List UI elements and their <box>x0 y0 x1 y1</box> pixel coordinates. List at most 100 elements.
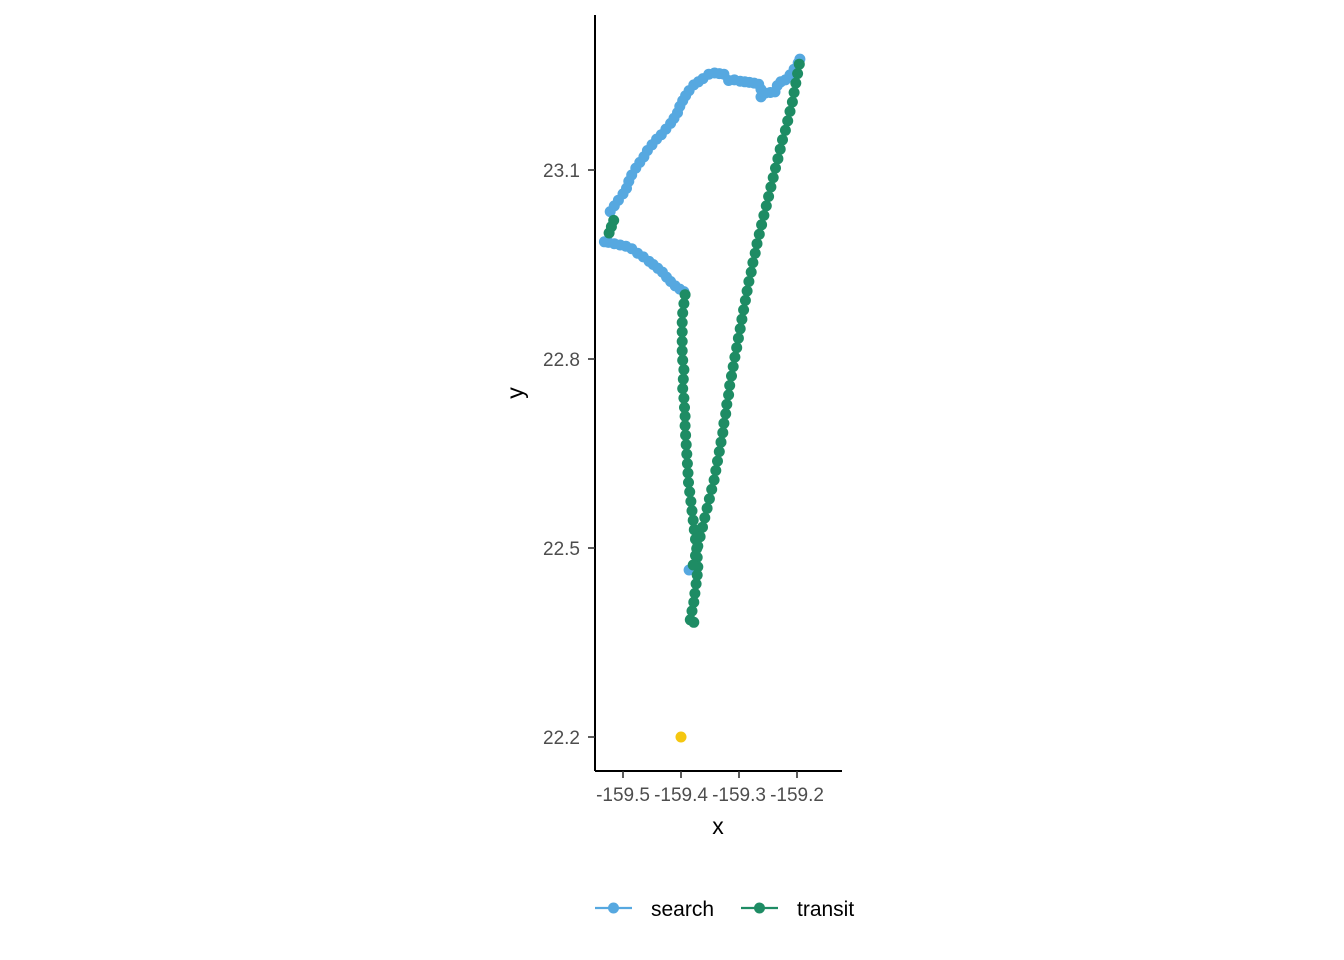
transit-point <box>727 361 739 373</box>
transit-point <box>701 502 713 514</box>
transit-point <box>676 326 688 338</box>
transit-point <box>790 77 802 89</box>
transit-point <box>760 200 772 212</box>
transit-point <box>682 467 694 479</box>
transit-point <box>763 191 775 202</box>
transit-point <box>756 219 768 231</box>
transit-point <box>753 228 765 240</box>
transit-point <box>724 380 736 391</box>
x-tick-label: -159.5 <box>596 785 650 806</box>
transit-point <box>765 181 777 193</box>
transit-point <box>772 153 784 165</box>
transit-point <box>706 483 718 495</box>
data-points <box>598 53 806 743</box>
transit-point <box>721 398 733 410</box>
transit-point <box>713 446 725 458</box>
transit-point <box>680 439 692 451</box>
transit-point <box>676 345 688 357</box>
transit-point <box>684 486 696 498</box>
transit-point <box>779 124 791 136</box>
transit-point <box>679 402 690 413</box>
transit-point <box>690 578 702 590</box>
transit-point <box>717 427 729 439</box>
y-tick-label: 22.8 <box>543 350 580 371</box>
transit-point <box>677 354 689 366</box>
legend-key-search-point <box>608 902 619 914</box>
transit-point <box>677 383 689 395</box>
transit-point <box>679 410 691 422</box>
transit-point <box>699 512 711 524</box>
transit-point <box>723 389 735 401</box>
transit-point <box>767 172 779 184</box>
legend-item-search: search <box>595 898 714 921</box>
transit-point <box>679 420 691 432</box>
transit-point <box>680 429 692 441</box>
transit-point <box>793 58 805 70</box>
y-tick-label: 22.5 <box>543 539 580 560</box>
transit-point <box>758 209 770 221</box>
transit-point <box>792 68 804 80</box>
transit-point <box>718 417 730 429</box>
transit-point <box>678 364 690 376</box>
transit-point <box>731 342 743 354</box>
x-axis-title: x <box>712 813 724 839</box>
transit-point <box>734 323 746 335</box>
transit-point <box>788 87 800 98</box>
transit-point <box>676 317 688 328</box>
transit-point <box>784 105 796 117</box>
transit-point <box>751 238 763 250</box>
x-tick-label: -159.2 <box>770 785 824 806</box>
transit-point <box>749 247 761 259</box>
transit-point <box>678 298 690 310</box>
y-tick-label: 22.2 <box>543 728 580 749</box>
transit-point <box>736 313 748 325</box>
transit-point <box>774 143 786 155</box>
transit-point <box>743 276 755 287</box>
transit-point <box>681 458 693 470</box>
transit-point <box>676 335 688 347</box>
highlight-point <box>675 731 687 743</box>
transit-point <box>681 448 693 460</box>
transit-point <box>715 436 727 448</box>
y-tick-label: 23.1 <box>543 161 580 182</box>
transit-point <box>687 559 699 571</box>
transit-point <box>688 616 700 628</box>
axis-ticks: -159.5 -159.4 -159.3 -159.2 22.2 22.5 22.8 23.1 <box>543 161 824 806</box>
transit-point <box>770 162 781 174</box>
transit-point <box>687 514 699 526</box>
transit-point <box>608 214 620 226</box>
transit-point <box>782 115 794 127</box>
transit-point <box>703 493 715 505</box>
legend-label-transit: transit <box>797 898 854 921</box>
transit-point <box>686 505 698 517</box>
transit-point <box>677 307 689 319</box>
transit-point <box>692 540 704 552</box>
x-tick-label: -159.4 <box>654 785 708 806</box>
transit-point <box>786 96 798 108</box>
transit-point <box>697 521 708 533</box>
transit-point <box>747 257 759 269</box>
transit-point <box>732 332 744 344</box>
transit-point <box>739 294 751 306</box>
transit-point <box>689 587 701 599</box>
transit-point <box>729 351 741 363</box>
transit-point <box>685 495 697 507</box>
transit-point <box>678 392 690 404</box>
transit-point <box>777 134 788 146</box>
transit-point <box>690 550 701 562</box>
transit-point <box>688 596 700 608</box>
transit-point <box>691 569 703 581</box>
legend-item-transit: transit <box>741 898 854 921</box>
transit-point <box>720 408 732 420</box>
legend-label-search: search <box>651 898 714 921</box>
x-tick-label: -159.3 <box>712 785 766 806</box>
transit-point <box>726 370 737 382</box>
legend-key-transit-point <box>754 902 765 914</box>
transit-point <box>708 474 720 486</box>
legend: search transit <box>595 898 854 921</box>
transit-point <box>679 289 691 301</box>
transit-point <box>677 373 689 385</box>
y-axis-title: y <box>502 387 528 399</box>
transit-point <box>738 304 750 316</box>
